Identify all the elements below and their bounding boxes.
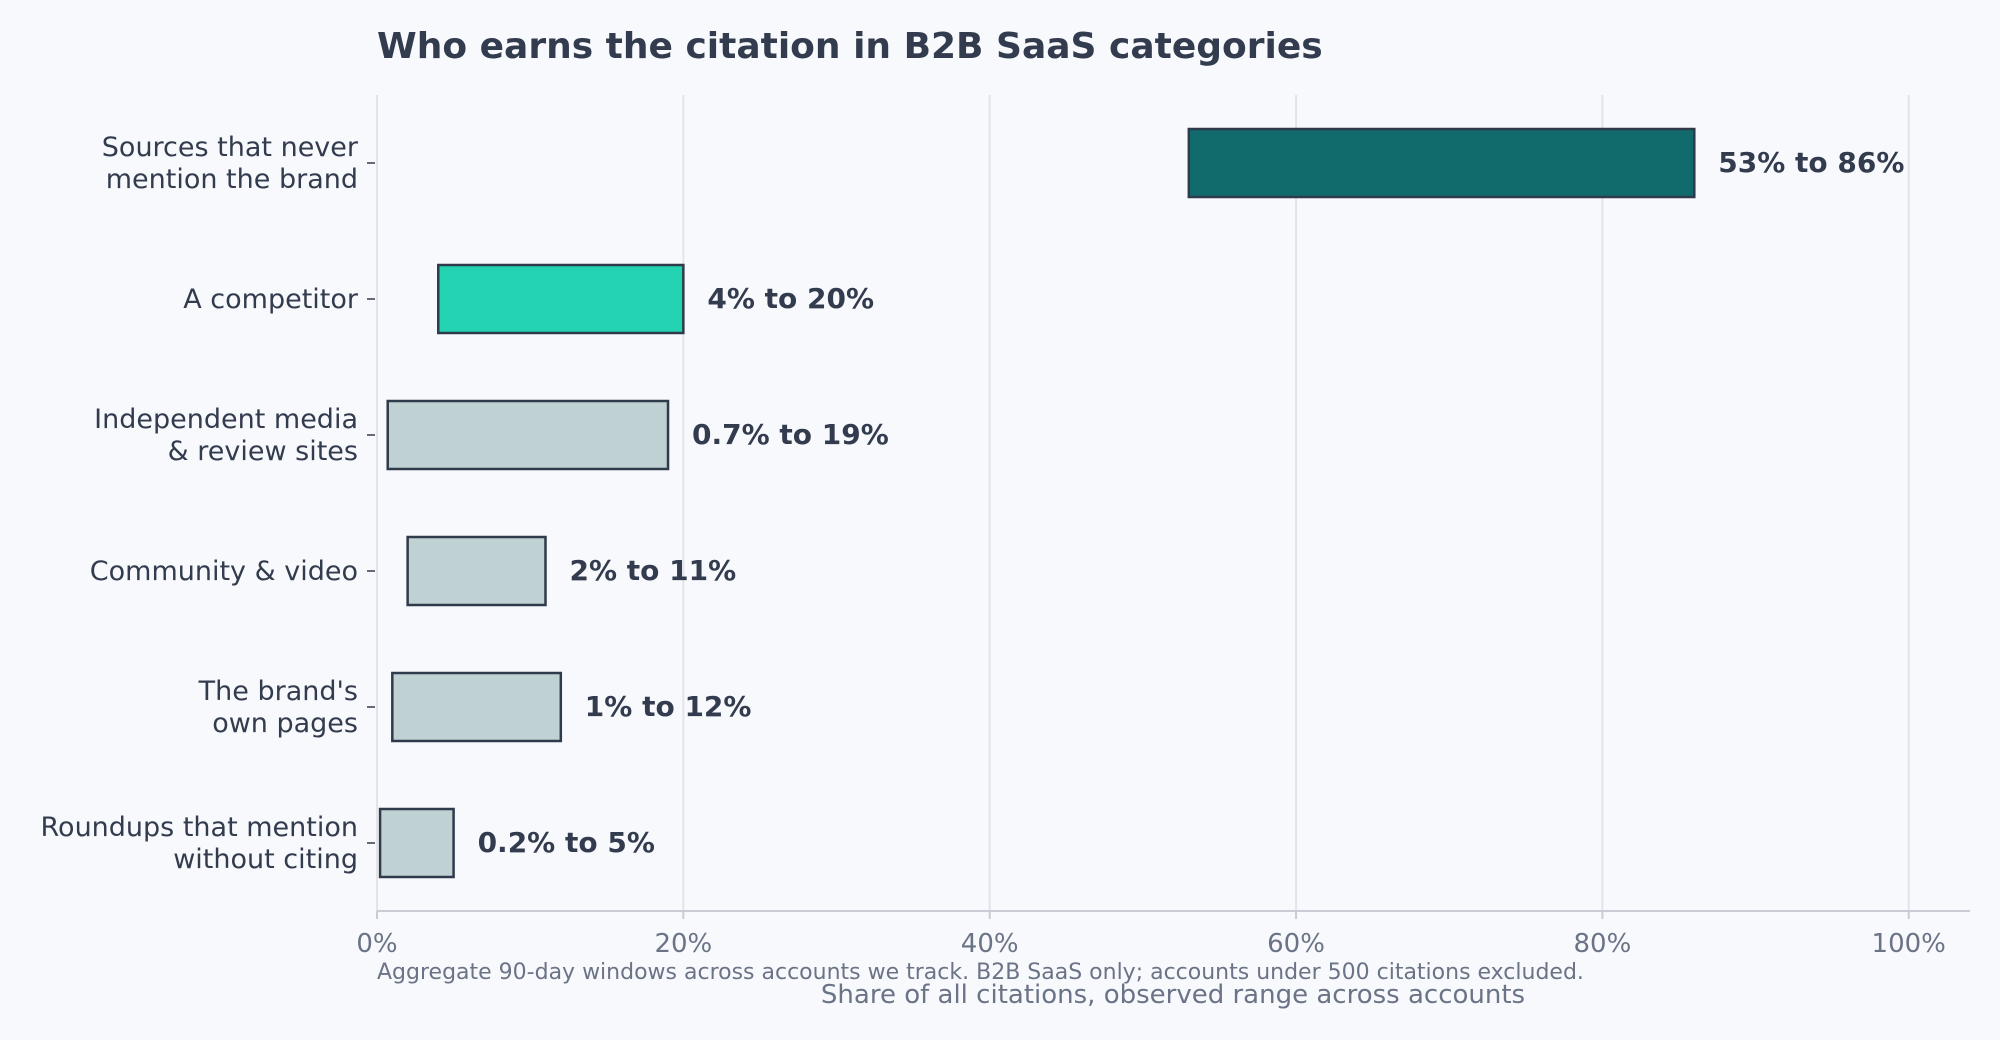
range-bars	[378, 127, 1696, 879]
bar-value-label: 2% to 11%	[569, 554, 736, 587]
category-label: own pages	[212, 708, 358, 739]
category-label: Sources that never	[102, 132, 359, 163]
x-tick-label: 80%	[1573, 929, 1631, 959]
category-label: Roundups that mention	[41, 812, 359, 843]
chart-title: Who earns the citation in B2B SaaS categ…	[377, 26, 1323, 67]
category-label: Independent media	[94, 404, 358, 435]
x-tick-label: 20%	[654, 929, 712, 959]
data-labels: 53% to 86% 4% to 20% 0.7% to 19% 2% to 11% 1…	[478, 146, 1905, 859]
range-bar	[437, 263, 685, 335]
bar-value-label: 53% to 86%	[1718, 146, 1904, 179]
bar-value-label: 0.7% to 19%	[692, 418, 889, 451]
x-axis-title: Share of all citations, observed range a…	[821, 980, 1525, 1010]
category-label: A competitor	[183, 284, 359, 315]
category-label: Community & video	[90, 556, 358, 587]
range-bar	[1187, 127, 1696, 199]
footnote: Aggregate 90-day windows across accounts…	[377, 960, 1584, 985]
category-label: & review sites	[168, 436, 358, 467]
category-label: The brand's	[198, 676, 358, 707]
x-tick-label: 60%	[1267, 929, 1325, 959]
x-tick-labels: 0% 20% 40% 60% 80% 100%	[356, 911, 1946, 959]
gridlines	[376, 95, 1910, 911]
bar-value-label: 0.2% to 5%	[478, 826, 655, 859]
range-bar	[406, 535, 547, 607]
bar-value-label: 1% to 12%	[585, 690, 752, 723]
x-tick-label: 0%	[356, 929, 397, 959]
category-label: without citing	[173, 844, 358, 875]
range-bar	[378, 807, 455, 879]
bar-value-label: 4% to 20%	[707, 282, 874, 315]
category-label: mention the brand	[106, 164, 358, 195]
x-tick-label: 40%	[961, 929, 1019, 959]
x-tick-label: 100%	[1872, 929, 1946, 959]
range-bar	[386, 399, 670, 471]
range-bar	[391, 671, 563, 743]
